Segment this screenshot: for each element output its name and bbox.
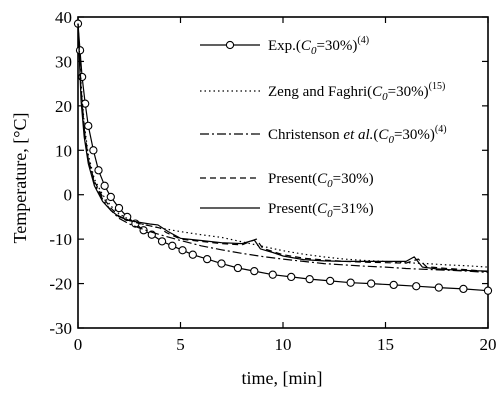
x-tick-label: 5 [176,335,185,354]
data-point [75,46,85,55]
legend-marker [225,40,235,50]
x-tick-label: 10 [275,335,292,354]
data-point [106,192,115,202]
y-tick-label: -10 [49,230,72,249]
y-tick-label: 40 [55,8,72,27]
data-point [188,250,197,259]
data-point [202,254,212,264]
data-point [233,263,243,273]
series-layer [73,19,493,295]
data-point [366,279,376,288]
series-line-3 [77,23,489,274]
legend-label-2: Zeng and Faghri(C0=30%)(15) [268,81,445,103]
series-line-4 [77,23,489,273]
legend-label-1: Exp.(C0=30%)(4) [268,35,369,57]
data-point [89,146,98,155]
y-tick-label: 20 [55,97,72,116]
data-point [168,241,177,250]
x-tick-label: 0 [74,335,83,354]
data-point [217,259,226,268]
legend-label-4: Present(C0=30%) [268,171,374,190]
legend-label-3: Christenson et al.(C0=30%)(4) [268,124,447,146]
data-point [287,272,296,282]
y-tick-label: -20 [49,275,72,294]
x-axis-title: time, [min] [242,368,323,388]
series-line-5 [77,23,489,272]
data-point [100,181,109,190]
data-point [114,203,124,213]
data-point [325,276,335,286]
data-point [157,237,167,246]
data-point [434,283,443,292]
axis-ticks: 0 5 10 15 20 -30 -20 -10 0 10 20 30 40 [49,8,496,354]
series-line-1 [77,23,489,292]
y-tick-label: 30 [55,52,72,71]
data-point [94,166,103,175]
data-point [346,278,355,287]
y-axis-title: Temperature, [°C] [10,113,30,244]
data-point [250,266,259,276]
data-point [305,274,314,284]
y-tick-label: 0 [64,186,73,205]
data-point [84,121,93,130]
x-tick-label: 20 [480,335,497,354]
data-point [459,284,468,294]
data-point [483,286,493,295]
y-tick-label: 10 [55,141,72,160]
y-tick-label: -30 [49,319,72,338]
series-line-2 [77,23,489,268]
x-tick-label: 15 [377,335,394,354]
data-point [412,282,421,291]
legend: Exp.(C0=30%)(4) Zeng and Faghri(C0=30%)(1… [200,35,447,220]
legend-label-5: Present(C0=31%) [268,201,374,220]
data-point [178,246,187,255]
data-point [389,280,398,290]
data-point [268,270,277,279]
